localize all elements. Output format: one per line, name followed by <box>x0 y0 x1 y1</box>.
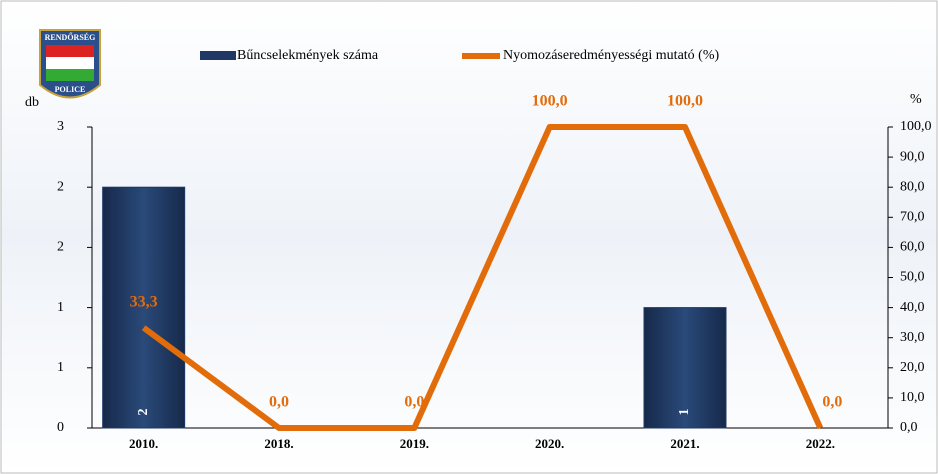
y2-tick-label: 60,0 <box>900 240 925 255</box>
y2-tick-label: 40,0 <box>900 300 925 315</box>
line-value-label: 100,0 <box>532 93 568 110</box>
y2-tick-label: 90,0 <box>900 149 925 164</box>
y2-tick-label: 50,0 <box>900 270 925 285</box>
y2-tick-label: 100,0 <box>900 119 932 134</box>
y-tick-label: 0 <box>57 420 64 435</box>
y-tick-label: 3 <box>57 119 64 134</box>
bar-value-label: 2 <box>136 409 151 416</box>
y2-tick-label: 70,0 <box>900 210 925 225</box>
logo: RENDŐRSÉG POLICE <box>39 29 101 99</box>
x-tick-label: 2018. <box>264 436 293 451</box>
y-axis-title: db <box>25 95 39 110</box>
x-tick-label: 2022. <box>806 436 835 451</box>
bar <box>643 307 727 429</box>
x-tick-label: 2019. <box>400 436 429 451</box>
y2-tick-label: 30,0 <box>900 330 925 345</box>
y2-tick-label: 80,0 <box>900 179 925 194</box>
logo-top: RENDŐRSÉG <box>45 32 96 42</box>
legend-label: Nyomozáseredményességi mutató (%) <box>503 48 719 63</box>
x-tick-label: 2021. <box>670 436 699 451</box>
y2-tick-label: 20,0 <box>900 360 925 375</box>
logo-bottom: POLICE <box>55 85 86 94</box>
bar-value-label: 1 <box>677 409 692 416</box>
y2-tick-label: 10,0 <box>900 390 925 405</box>
y2-tick-label: 0,0 <box>900 420 918 435</box>
legend-swatch <box>200 51 236 60</box>
legend-label: Bűncselekmények száma <box>237 48 379 63</box>
x-tick-label: 2020. <box>535 436 564 451</box>
y-tick-label: 2 <box>57 240 64 255</box>
y-tick-label: 1 <box>57 360 64 375</box>
y2-axis-title: % <box>910 92 922 107</box>
line <box>141 124 824 431</box>
bar <box>102 186 186 429</box>
line-value-label: 0,0 <box>404 394 424 411</box>
line-value-label: 33,3 <box>130 293 158 310</box>
y-tick-label: 1 <box>57 300 64 315</box>
y-tick-label: 2 <box>57 179 64 194</box>
line-value-label: 0,0 <box>269 394 289 411</box>
line-value-label: 0,0 <box>822 394 842 411</box>
x-tick-label: 2010. <box>129 436 158 451</box>
line-value-label: 100,0 <box>667 93 703 110</box>
